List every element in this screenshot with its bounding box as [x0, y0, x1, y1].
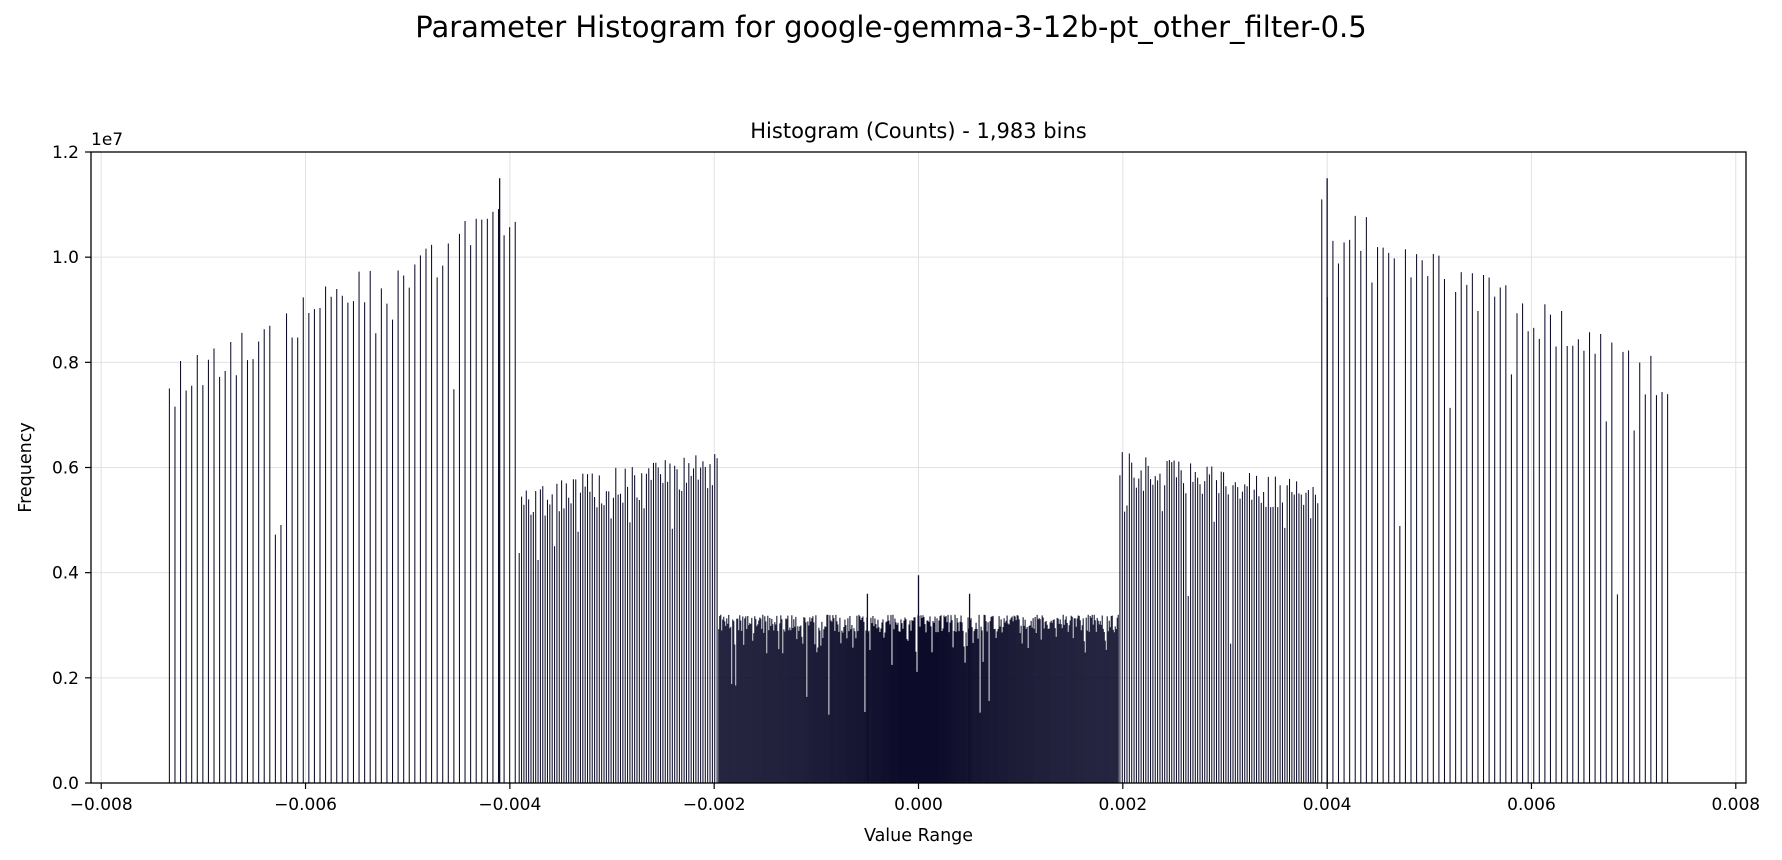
chart-title: Histogram (Counts) - 1,983 bins [750, 119, 1086, 143]
x-tick-label: 0.002 [1098, 795, 1147, 815]
y-tick-label: 0.0 [52, 774, 79, 794]
y-tick-label: 1.0 [52, 248, 79, 268]
y-axis-ticks: 0.0 0.2 0.4 0.6 0.8 1.0 1.2 [52, 143, 91, 794]
figure-title: Parameter Histogram for google-gemma-3-1… [415, 10, 1367, 44]
x-tick-label: −0.002 [683, 795, 746, 815]
y-tick-label: 1.2 [52, 143, 79, 163]
x-tick-label: 0.004 [1303, 795, 1352, 815]
x-axis-ticks: −0.008 −0.006 −0.004 −0.002 0.000 0.002 0.004 0… [70, 783, 1760, 815]
y-axis-offset-text: 1e7 [91, 130, 123, 150]
y-tick-label: 0.4 [52, 564, 79, 584]
x-tick-label: 0.008 [1711, 795, 1760, 815]
x-tick-label: 0.000 [894, 795, 943, 815]
y-tick-label: 0.6 [52, 459, 79, 479]
x-tick-label: 0.006 [1507, 795, 1556, 815]
x-tick-label: −0.006 [274, 795, 337, 815]
y-tick-label: 0.2 [52, 669, 79, 689]
x-tick-label: −0.008 [70, 795, 133, 815]
y-axis-label: Frequency [16, 422, 36, 512]
histogram-bars [168, 178, 1669, 783]
x-axis-label: Value Range [864, 826, 973, 846]
x-tick-label: −0.004 [478, 795, 541, 815]
y-tick-label: 0.8 [52, 353, 79, 373]
